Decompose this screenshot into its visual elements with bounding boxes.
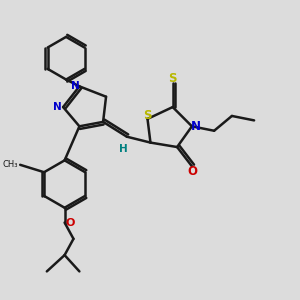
Text: S: S <box>168 72 177 86</box>
Text: N: N <box>53 102 62 112</box>
Text: CH₃: CH₃ <box>2 160 18 169</box>
Text: O: O <box>65 218 75 227</box>
Text: H: H <box>119 143 128 154</box>
Text: N: N <box>191 120 201 133</box>
Text: O: O <box>187 165 197 178</box>
Text: S: S <box>143 109 152 122</box>
Text: N: N <box>71 81 80 91</box>
